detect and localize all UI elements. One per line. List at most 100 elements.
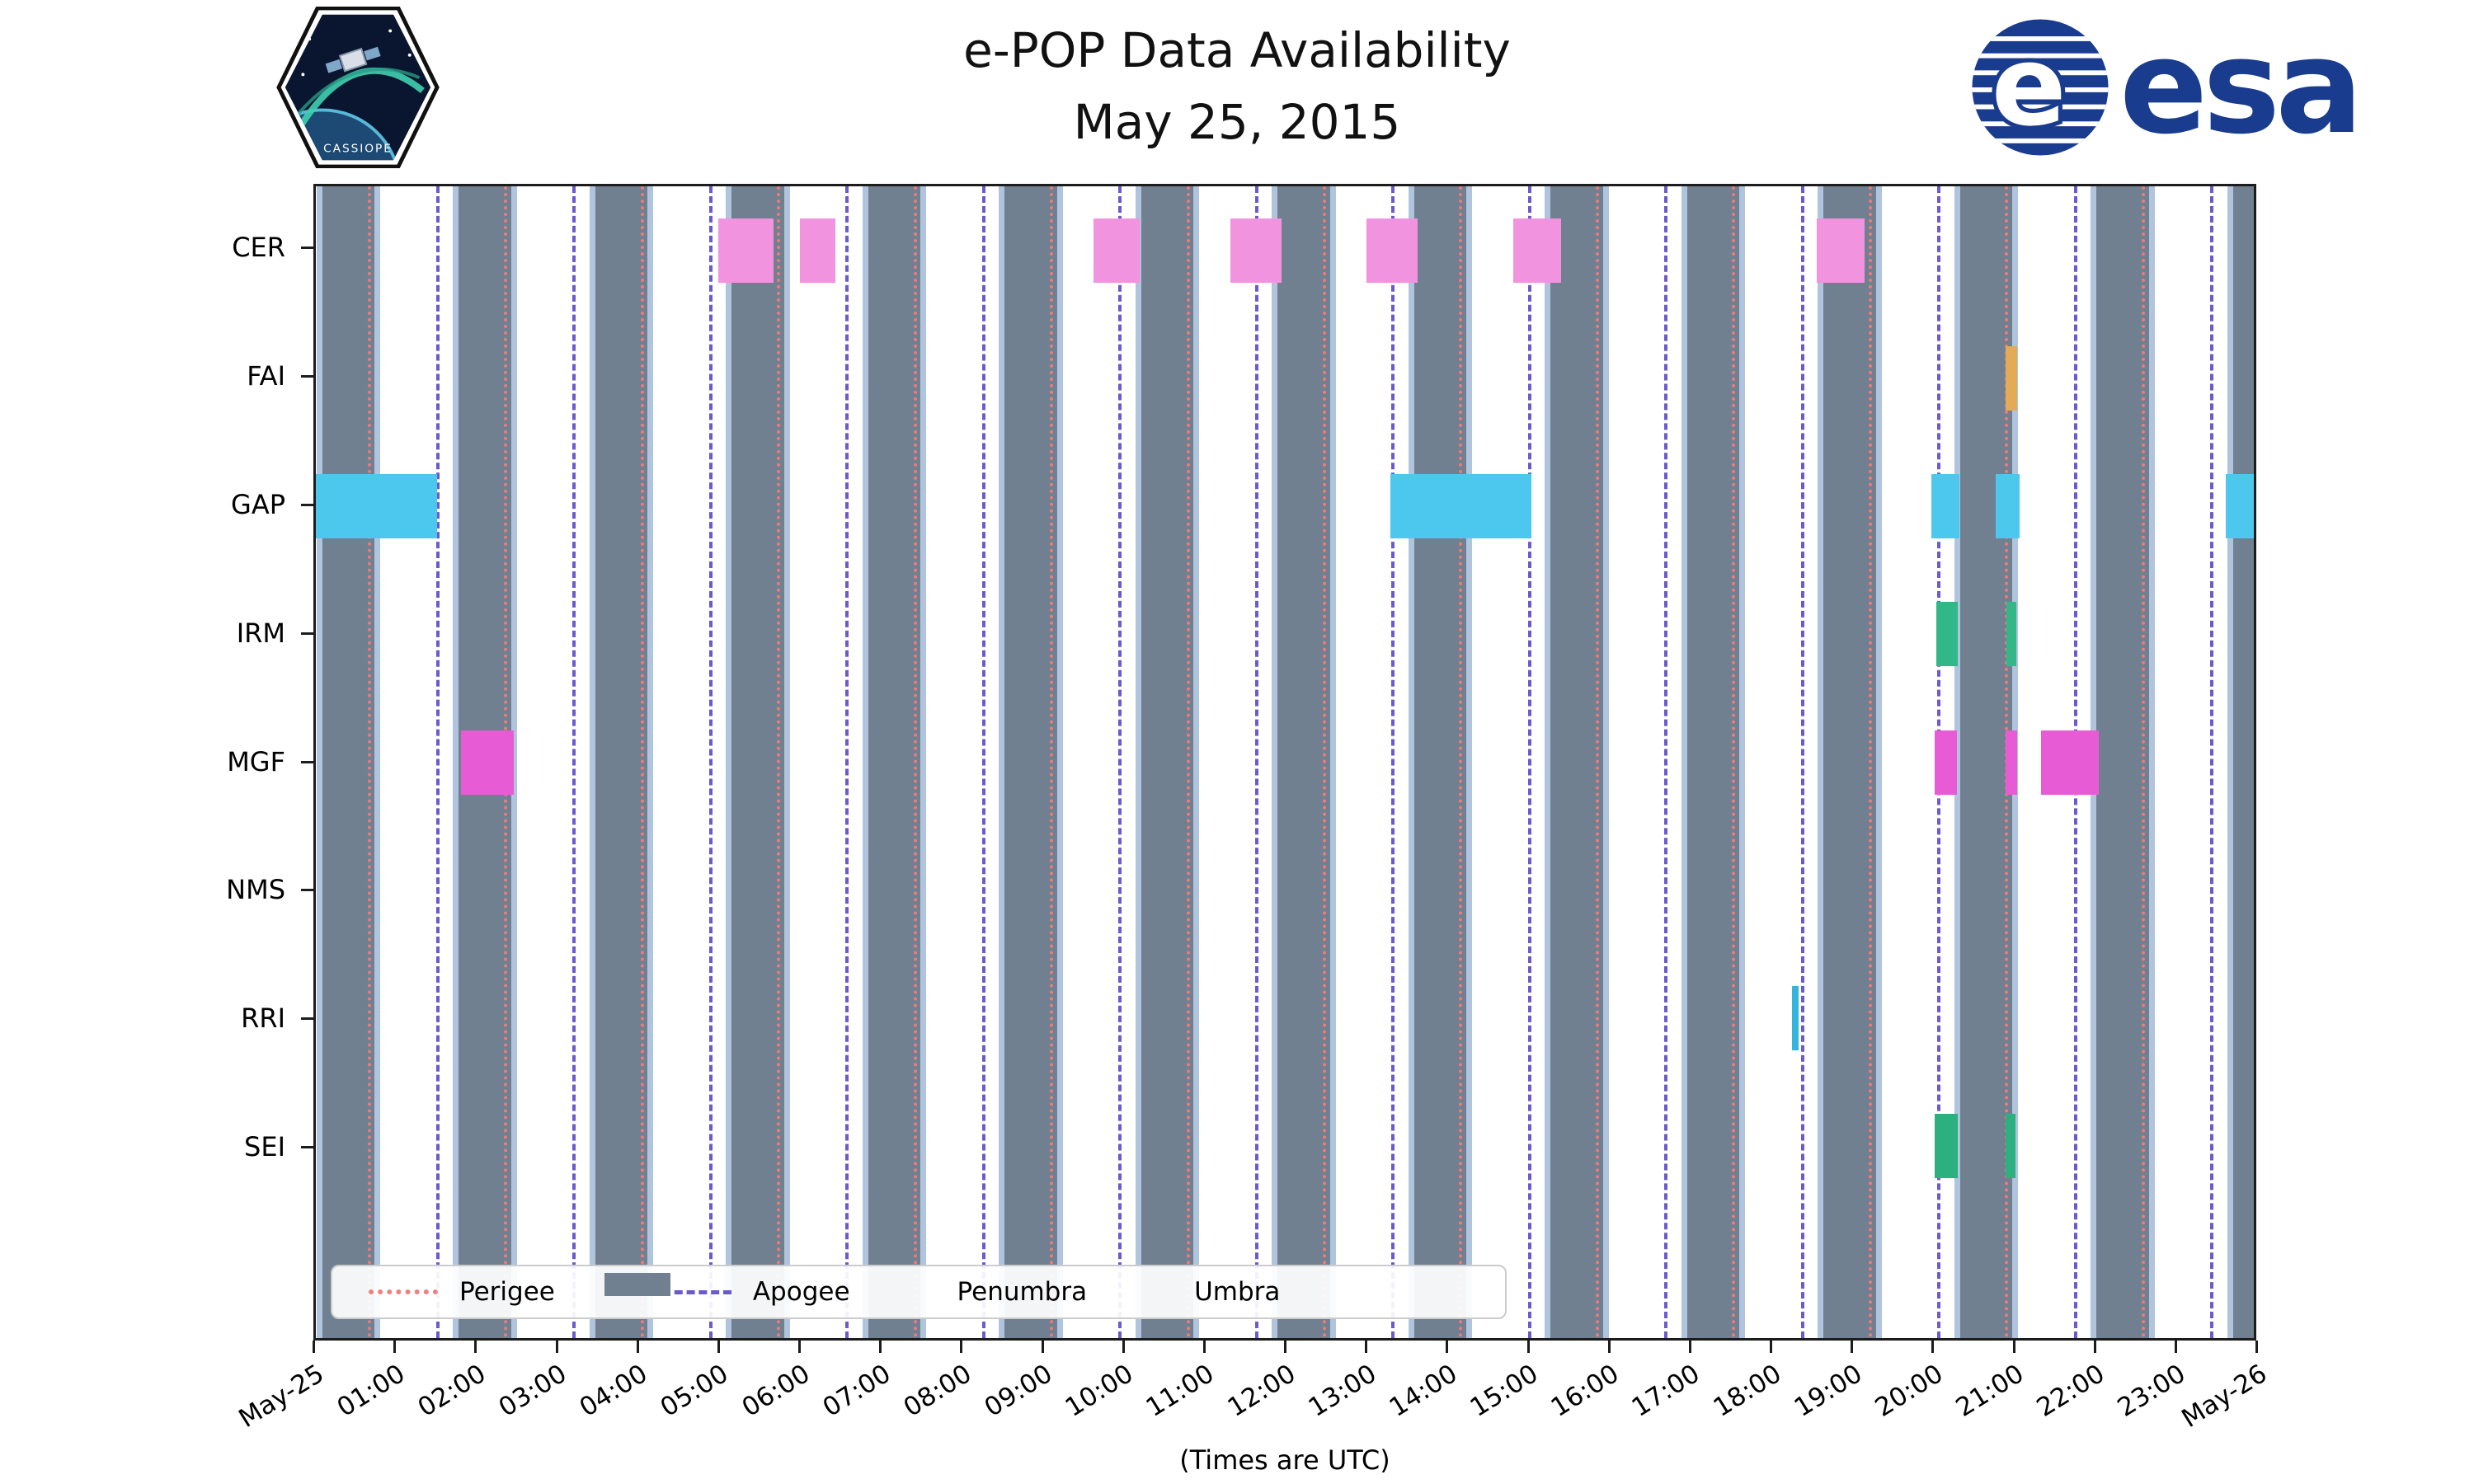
apogee-line (981, 186, 985, 1338)
x-tick-label: 06:00 (736, 1359, 816, 1423)
legend-item-perigee: Perigee (369, 1277, 555, 1307)
x-tick-mark (1931, 1341, 1935, 1353)
availability-bar-cer (1817, 218, 1865, 283)
umbra-band (2232, 186, 2254, 1338)
perigee-line (1732, 186, 1736, 1338)
x-tick-label: 02:00 (412, 1359, 492, 1423)
availability-bar-sei (2006, 1114, 2016, 1179)
availability-bar-cer (717, 218, 774, 283)
chart-title: e-POP Data Availability (963, 22, 1511, 78)
esa-logo: e esa (1969, 12, 2363, 163)
perigee-line (1595, 186, 1599, 1338)
availability-bar-irm (1936, 602, 1958, 667)
legend-label: Umbra (1194, 1277, 1281, 1307)
apogee-line (708, 186, 713, 1338)
availability-bar-mgf (2006, 730, 2018, 795)
x-tick-label: 12:00 (1222, 1359, 1301, 1423)
perigee-line (1186, 186, 1190, 1338)
apogee-line (1664, 186, 1668, 1338)
legend-label: Penumbra (957, 1277, 1088, 1307)
x-tick-mark (1770, 1341, 1772, 1353)
availability-bar-irm (2006, 602, 2017, 667)
x-tick-mark (1122, 1341, 1125, 1353)
legend-sample-umbra (604, 1273, 670, 1296)
x-tick-mark (1365, 1341, 1368, 1353)
umbra-band (1550, 186, 1603, 1338)
x-tick-label: 14:00 (1384, 1359, 1463, 1423)
x-tick-mark (1688, 1341, 1691, 1353)
apogee-line (435, 186, 440, 1338)
x-tick-mark (1851, 1341, 1854, 1353)
esa-wordmark: esa (2119, 12, 2363, 163)
umbra-band (1141, 186, 1194, 1338)
umbra-band (2096, 186, 2149, 1338)
y-tick-label-rri: RRI (241, 1003, 285, 1035)
availability-bar-gap (1931, 474, 1959, 539)
umbra-band (1004, 186, 1057, 1338)
apogee-line (1527, 186, 1531, 1338)
x-tick-label: May-26 (2176, 1359, 2273, 1435)
x-tick-label: 03:00 (493, 1359, 572, 1423)
y-tick-label-gap: GAP (231, 488, 285, 520)
x-tick-label: 19:00 (1789, 1359, 1868, 1423)
y-tick-mark (301, 246, 313, 249)
x-axis-label: (Times are UTC) (1179, 1444, 1390, 1476)
x-tick-label: 20:00 (1870, 1359, 1949, 1423)
legend-label: Perigee (459, 1277, 555, 1307)
umbra-band (1823, 186, 1876, 1338)
umbra-band (595, 186, 648, 1338)
apogee-line (2210, 186, 2214, 1338)
x-tick-mark (1202, 1341, 1206, 1353)
esa-globe-icon: e (1972, 19, 2109, 156)
x-tick-label: 18:00 (1708, 1359, 1787, 1423)
availability-bar-mgf (2041, 730, 2099, 795)
x-tick-label: 11:00 (1141, 1359, 1220, 1423)
x-axis-ticks: May-25 01:00 02:00 03:00 04:00 05:00 06:00 07:0… (233, 1341, 2272, 1472)
perigee-line (1868, 186, 1872, 1338)
x-tick-mark (2174, 1341, 2177, 1353)
x-tick-label: May-25 (233, 1359, 330, 1435)
availability-bar-cer (799, 218, 835, 283)
legend-box: Perigee Apogee Penumbra Umbra (331, 1265, 1507, 1319)
plot-area (316, 186, 2254, 1338)
umbra-band (1959, 186, 2013, 1338)
availability-bar-fai (2006, 345, 2018, 411)
legend-item-umbra: Umbra (604, 1273, 1281, 1307)
y-tick-mark (301, 760, 313, 763)
x-tick-mark (2255, 1341, 2258, 1353)
apogee-line (1254, 186, 1258, 1338)
x-tick-mark (1607, 1341, 1611, 1353)
x-tick-mark (1284, 1341, 1286, 1353)
y-tick-label-fai: FAI (247, 359, 285, 392)
y-tick-label-nms: NMS (226, 874, 285, 906)
x-tick-label: 04:00 (574, 1359, 653, 1423)
x-tick-label: 01:00 (332, 1359, 411, 1423)
availability-bar-gap (2225, 474, 2254, 539)
y-tick-mark (301, 1017, 313, 1021)
legend-sample-perigee (369, 1289, 438, 1294)
cassiope-mission-patch: CASSIOPE (272, 6, 444, 169)
x-tick-label: 10:00 (1060, 1359, 1139, 1423)
availability-bar-rri (1791, 985, 1799, 1050)
perigee-line (367, 186, 371, 1338)
x-tick-mark (393, 1341, 397, 1353)
x-tick-mark (1446, 1341, 1449, 1353)
plot-frame: Perigee Apogee Penumbra Umbra (313, 184, 2256, 1341)
x-tick-mark (1526, 1341, 1530, 1353)
umbra-band (1277, 186, 1330, 1338)
umbra-band (322, 186, 375, 1338)
cassiope-patch-graphic: CASSIOPE (276, 6, 440, 169)
y-tick-mark (301, 889, 313, 892)
umbra-band (731, 186, 784, 1338)
y-tick-label-cer: CER (232, 231, 285, 263)
perigee-line (1050, 186, 1054, 1338)
x-tick-label: 08:00 (898, 1359, 977, 1423)
apogee-line (1391, 186, 1395, 1338)
y-axis-labels: CER FAI GAP IRM MGF NMS RRI SEI (0, 184, 313, 1341)
availability-bar-mgf (1935, 730, 1957, 795)
x-tick-mark (636, 1341, 639, 1353)
apogee-line (1118, 186, 1122, 1338)
umbra-band (868, 186, 921, 1338)
legend-label: Apogee (752, 1277, 850, 1307)
x-tick-mark (313, 1341, 315, 1353)
